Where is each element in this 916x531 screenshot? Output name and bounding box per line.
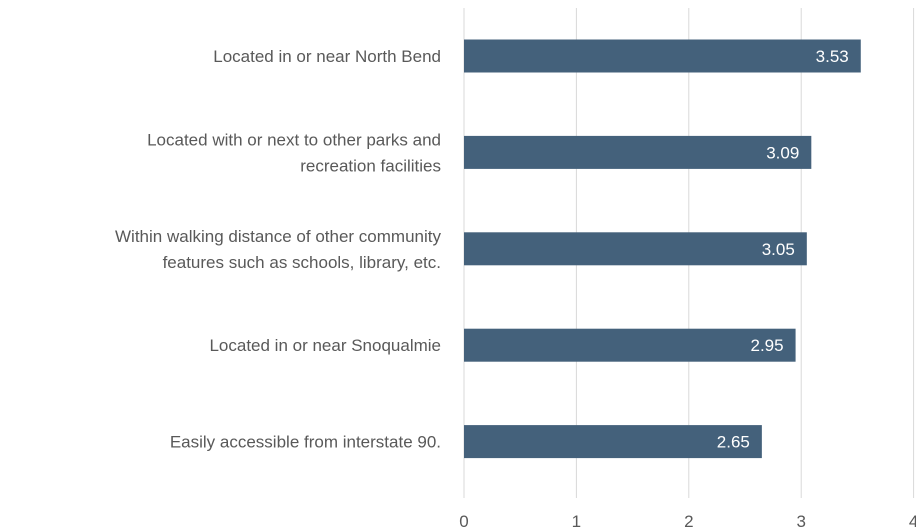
x-axis-tick-labels: 0 1 2 3 4 <box>459 512 916 531</box>
category-labels: Located in or near North Bend Located wit… <box>115 47 441 452</box>
category-label-line: Easily accessible from interstate 90. <box>170 433 441 452</box>
category-label: Located with or next to other parks and r… <box>147 130 441 175</box>
x-tick-label: 3 <box>796 512 805 531</box>
x-tick-label: 2 <box>684 512 693 531</box>
category-label-line: features such as schools, library, etc. <box>163 253 441 272</box>
bars: 3.53 3.09 3.05 2.95 2.65 <box>464 39 861 459</box>
x-tick-label: 0 <box>459 512 468 531</box>
bar <box>464 232 807 266</box>
data-label: 3.09 <box>766 143 799 162</box>
bar <box>464 135 812 169</box>
x-tick-label: 1 <box>572 512 581 531</box>
category-label: Within walking distance of other communi… <box>115 227 441 272</box>
data-label: 2.65 <box>717 433 750 452</box>
data-label: 3.05 <box>762 240 795 259</box>
bar <box>464 425 762 459</box>
x-tick-label: 4 <box>909 512 916 531</box>
category-label: Located in or near Snoqualmie <box>209 336 441 355</box>
category-label-line: Within walking distance of other communi… <box>115 227 441 246</box>
category-label-line: Located in or near Snoqualmie <box>209 336 441 355</box>
data-label: 3.53 <box>816 47 849 66</box>
category-label: Easily accessible from interstate 90. <box>170 433 441 452</box>
category-label-line: Located in or near North Bend <box>213 47 441 66</box>
category-label-line: Located with or next to other parks and <box>147 130 441 149</box>
bar <box>464 39 861 73</box>
category-label: Located in or near North Bend <box>213 47 441 66</box>
data-label: 2.95 <box>750 336 783 355</box>
bar <box>464 328 796 362</box>
category-label-line: recreation facilities <box>300 156 441 175</box>
